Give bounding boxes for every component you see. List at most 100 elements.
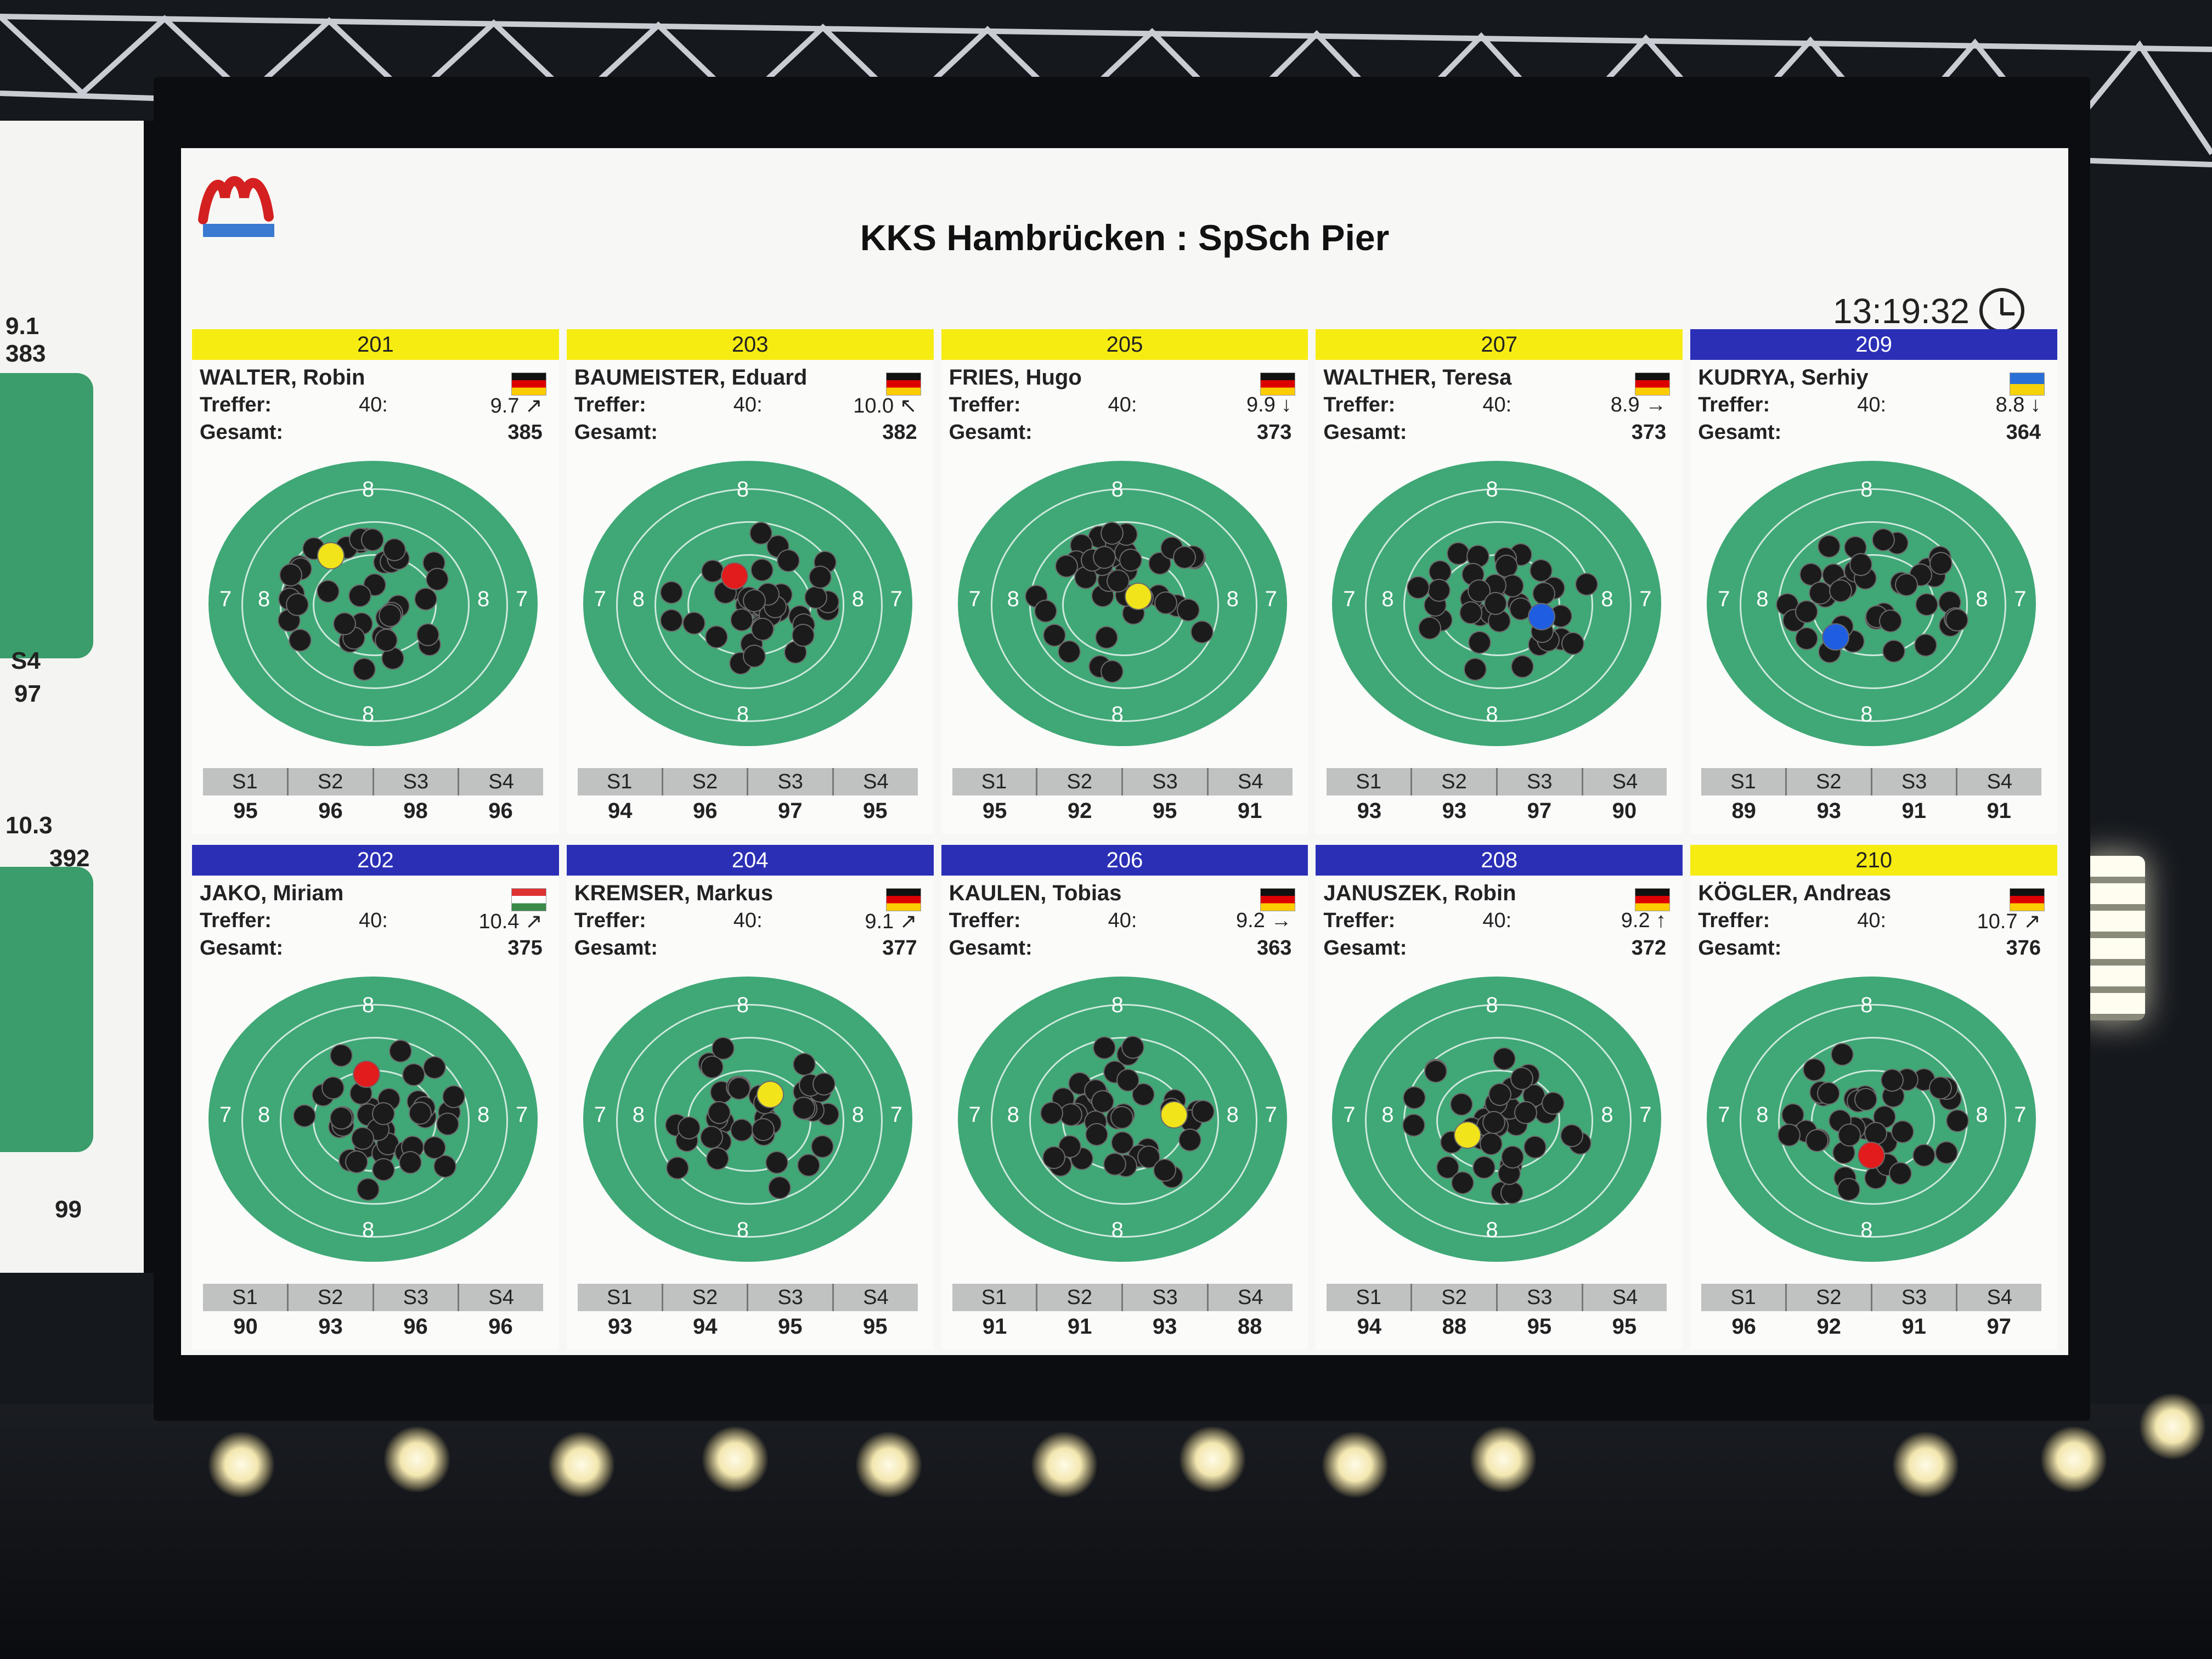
shot-marker [1468,545,1489,567]
series-values: 90 93 96 96 [203,1314,543,1342]
lane-tile[interactable]: 208 JANUSZEK, Robin Treffer: 40: 9.2 ↑ Gesamt… [1316,845,1683,1350]
scoreboard-screen: KKS Hambrücken : SpSch Pier 13:19:32 201… [181,148,2068,1355]
last-shot-marker [354,1062,379,1087]
shot-marker [1946,609,1967,630]
last-shot-value: 9.2 → [1236,909,1292,932]
series-score: 93 [1357,799,1382,823]
shot-marker [1485,592,1506,614]
series-score: 95 [233,799,258,823]
series-label: S3 [1872,768,1958,795]
shot-marker [1804,1059,1825,1080]
lane-tile[interactable]: 201 WALTER, Robin Treffer: 40: 9.7 ↗ Gesamt: 3… [192,329,559,834]
shot-marker [318,581,338,602]
total-row: Gesamt: 376 [1698,933,2057,961]
target-ring [1740,1004,2007,1238]
lane-tile[interactable]: 209 KUDRYA, Serhiy Treffer: 40: 8.8 ↓ Gesamt:… [1690,329,2057,834]
last-shot-marker [1823,624,1849,650]
series-label: S3 [748,1284,834,1311]
shot-marker [1059,641,1080,663]
series-score: 88 [1442,1314,1467,1339]
ring-number: 7 [968,587,981,611]
lane-tile[interactable]: 210 KÖGLER, Andreas Treffer: 40: 10.7 ↗ Gesam… [1690,845,2057,1350]
shot-marker [1465,659,1486,680]
series-values: 91 91 93 88 [952,1314,1293,1342]
ring-number: 7 [219,1103,232,1127]
shot-marker [1855,1088,1876,1110]
lane-tile[interactable]: 205 FRIES, Hugo Treffer: 40: 9.9 ↓ Gesamt: 373… [941,329,1308,834]
series-score: 92 [1067,799,1092,823]
ring-number: 8 [736,702,749,726]
target-ring [241,1004,508,1238]
series-label: S3 [374,768,460,795]
shooting-target: 8 8 7 7 8 8 [957,461,1287,746]
ring-number: 7 [516,1103,528,1127]
ring-number: 8 [736,1218,749,1242]
shot-marker [1180,1129,1201,1150]
shot-marker [1191,621,1212,642]
ring-number: 8 [1111,1218,1124,1242]
lane-tile[interactable]: 203 BAUMEISTER, Eduard Treffer: 40: 10.0 ↖ Ge… [566,329,934,834]
hits-row: Treffer: 40: 10.4 ↗ [200,906,559,933]
shot-marker [1779,1124,1800,1146]
shot-marker [1889,1163,1911,1184]
ring-number: 8 [1111,477,1124,501]
series-values: 89 93 91 91 [1701,799,2041,826]
series-score: 95 [778,1314,803,1339]
total-label: Gesamt: [949,936,1032,960]
series-score: 97 [778,799,803,823]
shot-marker [1929,1077,1951,1098]
ring-number: 8 [362,702,375,726]
lane-tile[interactable]: 207 WALTHER, Teresa Treffer: 40: 8.9 → Gesamt… [1316,329,1683,834]
shot-marker [1832,1043,1853,1065]
stage-light [702,1426,768,1492]
hits-label: Treffer: [574,393,646,416]
shot-marker [752,1119,774,1140]
shot-marker [1035,601,1057,622]
series-label: S4 [1612,1286,1638,1309]
shot-marker [812,1136,833,1157]
last-shot-value: 8.9 → [1610,393,1667,416]
target-ring [654,1037,844,1205]
series-label: S4 [488,770,514,793]
shot-marker [424,1137,445,1159]
shot-marker [1120,549,1141,571]
shot-marker [286,594,308,615]
shot-marker [713,1038,734,1059]
total-row: Gesamt: 372 [1323,933,1683,961]
total-score: 373 [1256,421,1292,444]
flag-icon [886,889,921,911]
hits-count: 40: [1108,909,1137,932]
flag-icon [511,889,546,911]
shot-marker [1448,543,1469,565]
side-light-bar [2079,856,2145,1020]
flag-icon [1261,373,1295,395]
shot-marker [1174,547,1195,568]
hits-count: 40: [1482,909,1512,932]
ring-number: 8 [362,477,375,501]
side-total: 392 [49,845,90,872]
ring-number: 8 [1756,1103,1769,1127]
hits-label: Treffer: [1698,909,1770,932]
hits-count: 40: [733,909,763,932]
last-shot-value: 8.8 ↓ [1995,393,2041,416]
series-score: 89 [1731,799,1756,823]
venue-floor [0,1404,2212,1659]
series-values: 94 96 97 95 [578,799,918,826]
shooter-name: KUDRYA, Serhiy [1698,365,1869,390]
series-label: S2 [289,1284,374,1311]
shot-marker [1865,1122,1886,1144]
lane-tile[interactable]: 204 KREMSER, Markus Treffer: 40: 9.1 ↗ Gesamt… [566,845,934,1350]
shot-marker [358,1178,379,1200]
total-score: 375 [507,936,543,960]
shot-marker [1108,571,1129,592]
shot-marker [1880,610,1901,631]
series-label: S3 [1498,768,1583,795]
last-shot-value: 9.9 ↓ [1246,393,1292,416]
shot-marker [1154,1160,1176,1181]
stage-light [2041,1426,2107,1492]
shot-marker [382,648,403,669]
lane-tile[interactable]: 202 JAKO, Miriam Treffer: 40: 10.4 ↗ Gesamt: 3… [192,845,559,1350]
total-row: Gesamt: 377 [574,933,934,961]
flag-icon [1261,889,1295,911]
lane-tile[interactable]: 206 KAULEN, Tobias Treffer: 40: 9.2 → Gesamt:… [941,845,1308,1350]
